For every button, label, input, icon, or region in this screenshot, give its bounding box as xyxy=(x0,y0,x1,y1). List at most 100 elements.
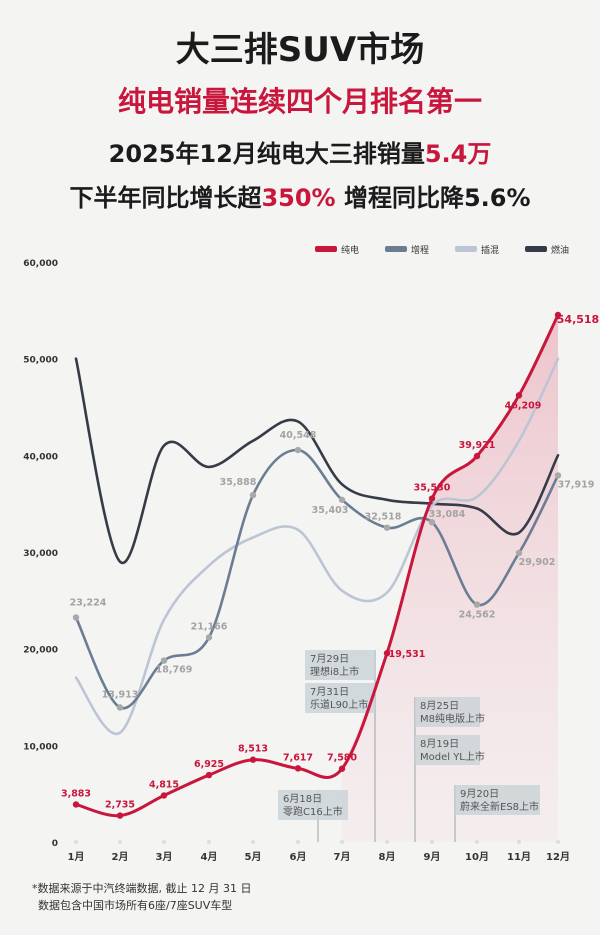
data-point xyxy=(515,549,523,557)
series-line-插混 xyxy=(74,357,560,736)
data-label: 13,913 xyxy=(102,690,139,701)
data-label: 6,925 xyxy=(194,759,224,770)
annotation-date: 8月25日 xyxy=(420,700,459,712)
legend-label: 燃油 xyxy=(551,244,569,256)
data-point xyxy=(294,446,302,454)
data-label: 8,513 xyxy=(238,744,268,755)
legend-label: 增程 xyxy=(411,244,429,256)
headline-text: 增程同比降5.6% xyxy=(335,184,531,212)
annotation-box xyxy=(415,735,480,765)
annotation-event: 零跑C16上市 xyxy=(283,805,343,818)
headline-growth: 下半年同比增长超350% 增程同比降5.6% xyxy=(0,178,600,213)
headline-value: 350% xyxy=(261,184,336,212)
annotation-box xyxy=(278,790,348,820)
legend-swatch xyxy=(385,246,407,252)
data-label: 40,548 xyxy=(280,430,317,441)
data-point xyxy=(249,756,257,763)
x-tick-label: 10月 xyxy=(465,851,489,863)
data-label: 19,531 xyxy=(389,649,426,660)
y-tick-label: 60,000 xyxy=(23,259,58,269)
x-tick-label: 7月 xyxy=(334,851,351,863)
data-label: 39,921 xyxy=(459,440,496,451)
annotation-event: 蔚来全新ES8上市 xyxy=(460,800,539,813)
x-tick-dot xyxy=(118,840,122,844)
x-tick-label: 1月 xyxy=(68,851,85,863)
data-label: 7,580 xyxy=(327,753,357,764)
annotation-box xyxy=(455,785,540,815)
annotation-date: 8月19日 xyxy=(420,738,459,750)
data-point xyxy=(338,496,346,503)
data-point xyxy=(515,392,523,399)
footnote-source: *数据来源于中汽终端数据, 截止 12 月 31 日 xyxy=(32,882,252,895)
annotation-date: 7月29日 xyxy=(310,653,349,665)
data-point xyxy=(160,657,168,664)
data-label: 18,769 xyxy=(156,665,193,676)
y-tick-label: 30,000 xyxy=(23,549,58,559)
data-point xyxy=(205,634,213,641)
data-point xyxy=(249,491,257,499)
data-point xyxy=(473,452,481,460)
annotation-date: 9月20日 xyxy=(460,788,499,800)
data-label: 23,224 xyxy=(70,598,107,609)
data-point xyxy=(205,771,213,779)
data-point xyxy=(554,472,562,479)
x-tick-label: 3月 xyxy=(156,851,173,863)
annotation-box xyxy=(305,683,375,713)
x-tick-label: 4月 xyxy=(201,851,218,863)
data-label: 29,902 xyxy=(519,557,556,568)
legend-swatch xyxy=(315,246,337,252)
data-label: 35,403 xyxy=(312,505,349,516)
data-point xyxy=(160,792,168,799)
legend-swatch xyxy=(525,246,547,252)
x-tick-label: 11月 xyxy=(507,851,531,863)
x-tick-dot xyxy=(162,840,166,844)
data-label: 24,562 xyxy=(459,610,496,621)
headline-text: 2025年12月纯电大三排销量 xyxy=(108,140,425,168)
series-line-燃油 xyxy=(74,357,560,565)
headline-text: 下半年同比增长超 xyxy=(69,184,262,212)
data-label: 7,617 xyxy=(283,752,313,763)
annotation-event: M8纯电版上市 xyxy=(420,712,485,725)
annotation-box xyxy=(415,697,480,727)
x-tick-label: 5月 xyxy=(245,851,262,863)
headline-value: 5.4万 xyxy=(424,140,492,168)
data-point xyxy=(294,765,302,772)
x-tick-label: 2月 xyxy=(112,851,129,863)
y-tick-label: 20,000 xyxy=(23,646,58,656)
y-tick-label: 10,000 xyxy=(23,742,58,752)
title: 大三排SUV市场 xyxy=(175,30,425,70)
data-label: 35,530 xyxy=(414,483,451,494)
legend-label: 纯电 xyxy=(341,244,359,256)
annotation-event: 乐道L90上市 xyxy=(310,698,368,711)
data-label: 37,919 xyxy=(558,479,595,490)
series-line-增程 xyxy=(74,448,560,710)
data-label: 54,518 xyxy=(557,313,599,326)
legend-swatch xyxy=(455,246,477,252)
data-point xyxy=(383,524,391,531)
data-point xyxy=(428,495,436,502)
annotation-box xyxy=(305,650,375,680)
headline-sales: 2025年12月纯电大三排销量5.4万 xyxy=(0,134,600,169)
ev-area-fill xyxy=(342,314,558,842)
x-tick-label: 9月 xyxy=(424,851,441,863)
data-label: 46,209 xyxy=(505,400,542,411)
data-point xyxy=(72,614,80,621)
x-tick-label: 12月 xyxy=(546,851,570,863)
data-label: 2,735 xyxy=(105,800,135,811)
subtitle: 纯电销量连续四个月排名第一 xyxy=(117,85,482,118)
y-tick-label: 40,000 xyxy=(23,452,58,462)
x-tick-dot xyxy=(74,840,78,844)
y-tick-label: 50,000 xyxy=(23,356,58,366)
data-point xyxy=(116,704,124,711)
legend-label: 插混 xyxy=(481,244,499,256)
footnote-scope: 数据包含中国市场所有6座/7座SUV车型 xyxy=(38,899,233,912)
data-point xyxy=(116,812,124,819)
data-label: 3,883 xyxy=(61,788,91,799)
x-tick-label: 8月 xyxy=(379,851,396,863)
x-tick-dot xyxy=(251,840,255,844)
data-label: 33,084 xyxy=(429,509,466,520)
data-point xyxy=(338,765,346,772)
y-tick-label: 0 xyxy=(52,839,58,849)
